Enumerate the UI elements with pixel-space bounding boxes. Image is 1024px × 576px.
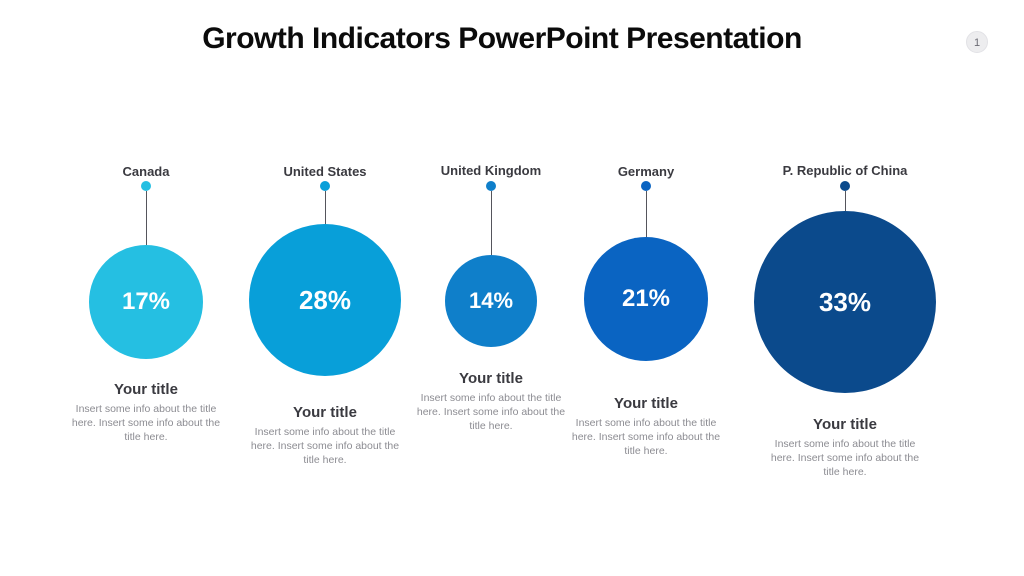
country-label: P. Republic of China [782, 163, 908, 178]
country-label: United Kingdom [440, 163, 542, 178]
block-description: Insert some info about the title here. I… [571, 417, 721, 458]
info-block: Your title Insert some info about the ti… [556, 395, 736, 459]
info-block: Your title Insert some info about the ti… [56, 381, 236, 445]
percent-bubble: 17% [89, 245, 203, 359]
country-label: Germany [617, 164, 675, 179]
connector-line [845, 191, 846, 211]
block-description: Insert some info about the title here. I… [250, 426, 400, 467]
percent-value: 17% [121, 288, 171, 315]
connector-dot [320, 181, 330, 191]
percent-bubble: 28% [249, 224, 401, 376]
connector-dot [840, 181, 850, 191]
percent-bubble: 14% [445, 255, 537, 347]
connector-line [646, 191, 647, 237]
block-description: Insert some info about the title here. I… [770, 438, 920, 479]
block-title: Your title [813, 416, 877, 433]
connector-line [325, 191, 326, 224]
block-description: Insert some info about the title here. I… [416, 392, 566, 433]
connector-line [491, 191, 492, 255]
block-title: Your title [614, 395, 678, 412]
block-title: Your title [459, 370, 523, 387]
connector-dot [641, 181, 651, 191]
info-block: Your title Insert some info about the ti… [235, 404, 415, 468]
percent-value: 28% [298, 284, 352, 315]
country-label: Canada [122, 164, 170, 179]
percent-value: 21% [621, 285, 671, 312]
block-title: Your title [114, 381, 178, 398]
slide-title: Growth Indicators PowerPoint Presentatio… [202, 22, 802, 55]
block-description: Insert some info about the title here. I… [71, 403, 221, 444]
percent-value: 33% [818, 286, 872, 317]
connector-dot [486, 181, 496, 191]
country-label: United States [283, 164, 367, 179]
info-block: Your title Insert some info about the ti… [755, 416, 935, 480]
block-title: Your title [293, 404, 357, 421]
connector-line [146, 191, 147, 245]
info-block: Your title Insert some info about the ti… [401, 370, 581, 434]
percent-bubble: 21% [584, 237, 708, 361]
percent-value: 14% [468, 288, 514, 313]
connector-dot [141, 181, 151, 191]
page-number-badge: 1 [966, 31, 988, 53]
percent-bubble: 33% [754, 211, 936, 393]
